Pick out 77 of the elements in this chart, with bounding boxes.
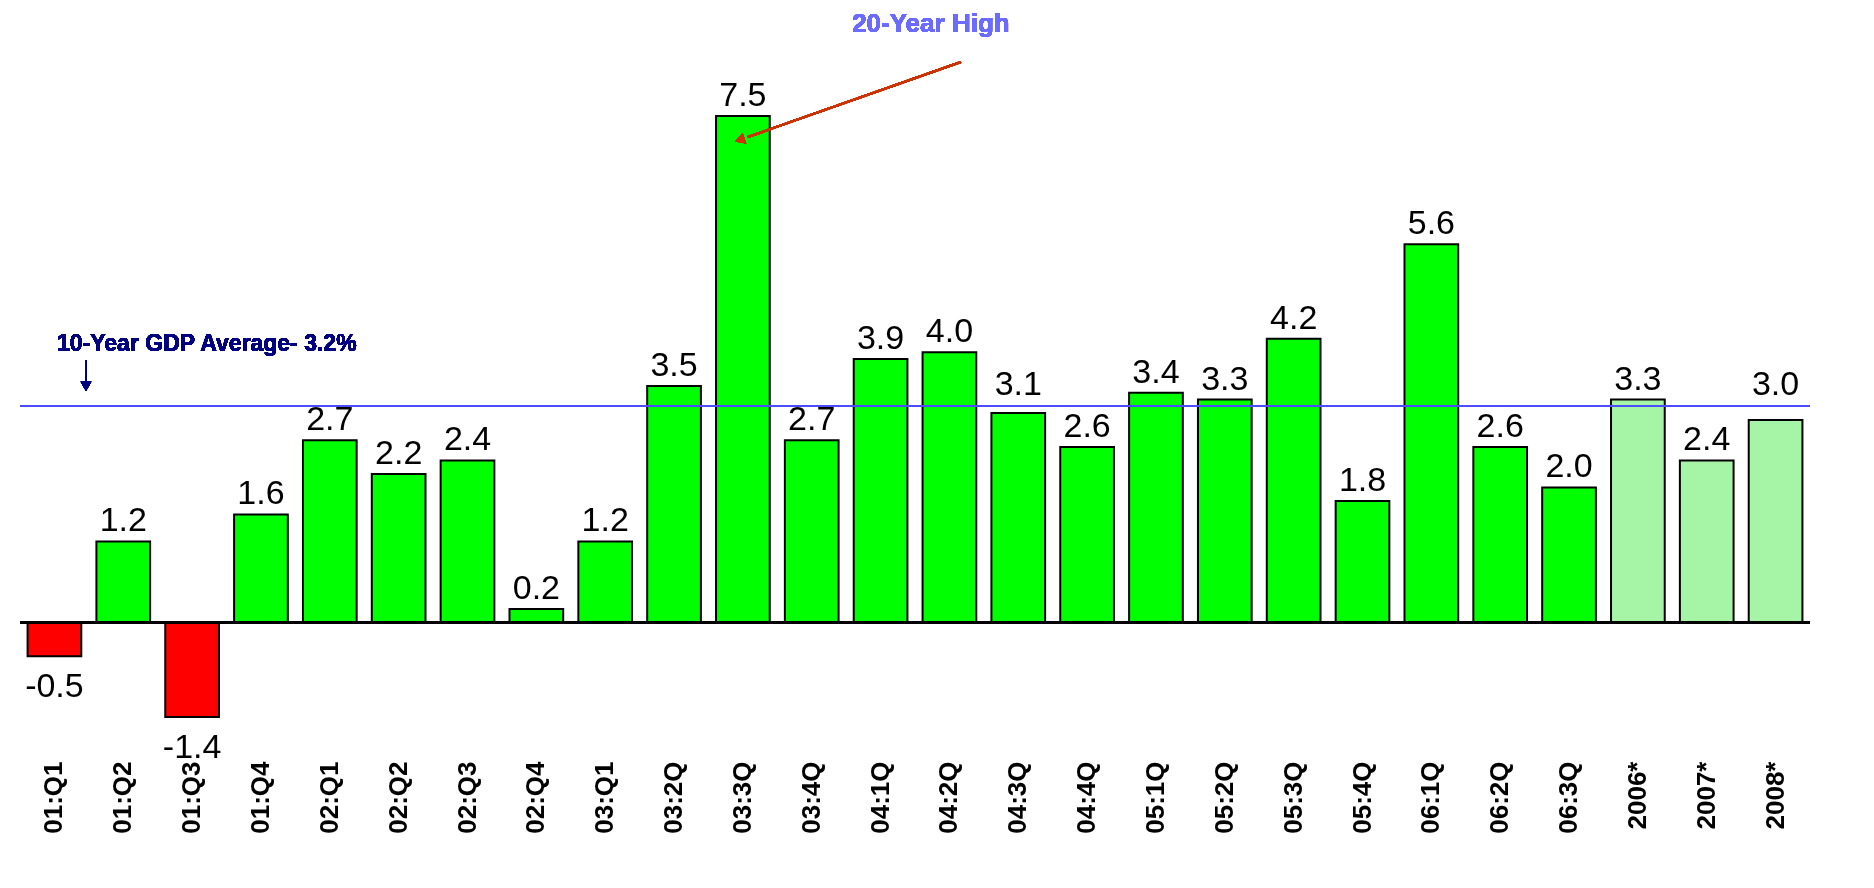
x-tick-label: 03:2Q — [658, 761, 689, 834]
bar — [1334, 499, 1391, 624]
x-tick-label: 02:Q2 — [382, 761, 413, 834]
x-tick-label: 2007* — [1690, 760, 1721, 830]
bar — [1128, 391, 1184, 624]
x-tick-label: 06:1Q — [1415, 761, 1446, 834]
data-label: 4.0 — [925, 311, 974, 350]
x-tick-label: 06:3Q — [1553, 761, 1584, 834]
data-label: 3.9 — [856, 318, 905, 357]
bar — [783, 439, 840, 624]
x-tick-label: 05:3Q — [1277, 761, 1308, 834]
x-tick-label: 02:Q4 — [520, 760, 551, 834]
x-tick-label: 2008* — [1759, 760, 1790, 830]
x-tick-label: 04:4Q — [1071, 761, 1102, 834]
x-tick-label: 01:Q4 — [244, 760, 275, 834]
x-tick-label: 05:1Q — [1139, 761, 1170, 834]
data-label: 2.4 — [443, 419, 492, 458]
data-label: -0.5 — [25, 666, 84, 705]
data-label: 2.6 — [1476, 405, 1524, 444]
bar — [233, 513, 289, 624]
text: 20-Year High — [852, 8, 1010, 38]
x-tick-label: 02:Q3 — [451, 761, 482, 834]
bar — [921, 351, 978, 624]
bar — [95, 540, 152, 624]
bar — [577, 540, 634, 624]
data-label: 1.8 — [1338, 459, 1387, 498]
bar — [852, 358, 909, 624]
bar — [1196, 398, 1253, 624]
data-label: 3.4 — [1132, 351, 1180, 390]
data-label: 2.7 — [306, 399, 354, 438]
data-label: 3.1 — [994, 364, 1042, 403]
x-tick-label: 03:3Q — [726, 761, 757, 834]
bar — [1678, 459, 1735, 624]
bar — [439, 459, 496, 624]
x-tick-label: 01:Q2 — [107, 761, 138, 834]
x-tick-label: 02:Q1 — [313, 761, 344, 834]
x-tick-label: 05:4Q — [1346, 761, 1377, 834]
data-label: 4.2 — [1270, 297, 1318, 336]
data-label: 1.6 — [237, 473, 285, 512]
bar — [990, 412, 1047, 624]
data-label: 2.2 — [375, 432, 423, 471]
data-label: 1.2 — [581, 500, 629, 539]
data-label: 0.2 — [512, 567, 560, 606]
data-label: 2.0 — [1545, 446, 1593, 485]
data-label: 3.0 — [1751, 364, 1800, 403]
x-tick-label: 2006* — [1621, 760, 1652, 830]
bar — [1265, 337, 1322, 624]
bar — [715, 115, 771, 624]
data-label: 2.4 — [1683, 419, 1731, 458]
data-label: 3.3 — [1614, 358, 1662, 397]
data-label: 1.2 — [99, 500, 147, 539]
x-tick-label: 05:2Q — [1208, 761, 1239, 834]
x-tick-label: 01:Q1 — [38, 761, 69, 834]
data-label: 2.6 — [1063, 405, 1111, 444]
x-tick-label: 06:2Q — [1484, 761, 1515, 834]
data-label: 5.6 — [1407, 203, 1455, 242]
x-tick-label: 03:Q1 — [589, 761, 620, 834]
x-tick-label: 04:1Q — [864, 761, 895, 834]
data-label: 7.5 — [719, 75, 767, 113]
data-label: 3.3 — [1201, 358, 1249, 397]
data-label: 3.5 — [650, 345, 698, 384]
x-tick-label: 03:4Q — [795, 761, 826, 834]
bar — [1541, 486, 1597, 624]
bar — [301, 439, 358, 624]
ref-line-label: 10-Year GDP Average- 3.2% — [57, 330, 357, 357]
bar — [1403, 243, 1460, 624]
bar — [646, 385, 702, 624]
x-tick-label: 04:2Q — [933, 761, 964, 834]
bar — [1610, 398, 1666, 624]
bar — [1059, 445, 1115, 624]
bar — [26, 621, 83, 658]
data-label: 2.7 — [788, 399, 836, 438]
bar — [1747, 418, 1804, 624]
bar — [1472, 445, 1529, 624]
bar — [370, 472, 427, 624]
x-tick-label: 04:3Q — [1002, 761, 1033, 834]
bar — [164, 621, 220, 718]
